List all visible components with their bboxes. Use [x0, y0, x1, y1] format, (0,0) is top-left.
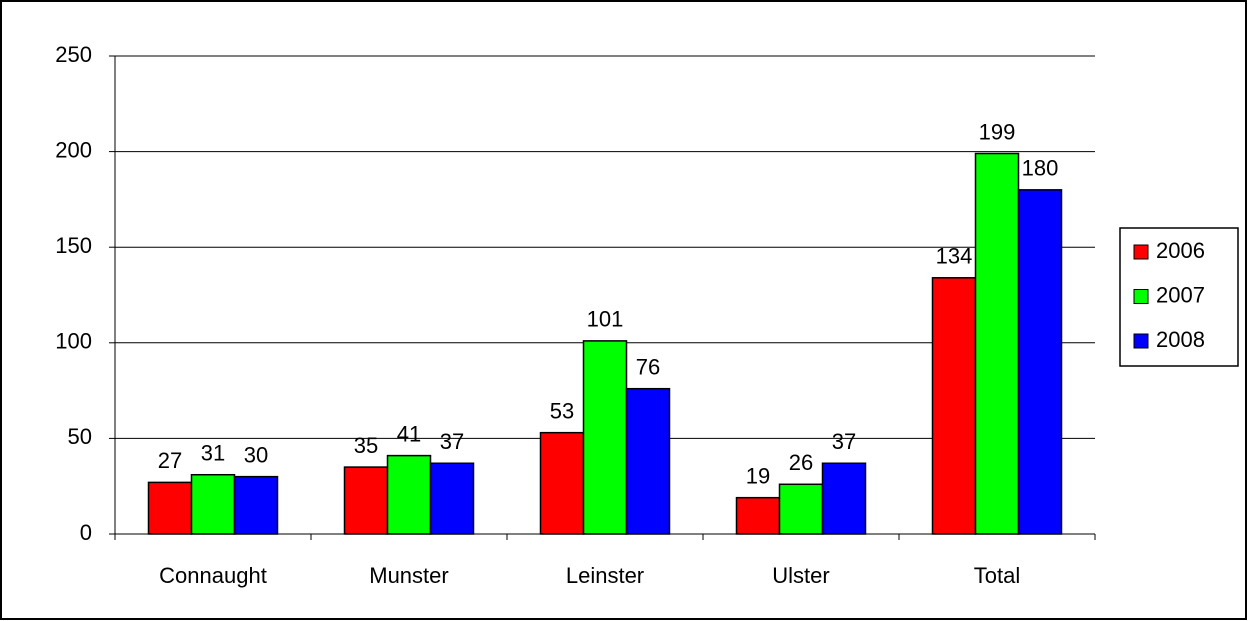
bar — [931, 277, 977, 535]
x-tick-label: Ulster — [772, 563, 829, 588]
data-label: 31 — [201, 441, 225, 466]
data-label: 19 — [746, 463, 770, 488]
y-tick-label: 0 — [80, 520, 92, 545]
data-label: 76 — [636, 355, 660, 380]
legend-swatch — [1133, 289, 1149, 304]
legend-label: 2008 — [1156, 327, 1205, 352]
bar — [582, 340, 628, 535]
bar — [386, 454, 432, 535]
bar — [233, 475, 279, 535]
bar — [778, 483, 824, 535]
data-label: 35 — [354, 433, 378, 458]
bar — [539, 431, 585, 535]
x-tick-label: Total — [974, 563, 1020, 588]
legend-swatch — [1133, 333, 1149, 349]
bar — [821, 462, 867, 535]
bar — [735, 496, 781, 535]
y-tick-label: 50 — [68, 424, 92, 449]
bar — [343, 466, 389, 535]
bar — [147, 481, 193, 535]
bar — [190, 473, 236, 535]
y-tick-label: 200 — [55, 137, 92, 162]
data-label: 199 — [979, 119, 1016, 144]
bar — [625, 387, 671, 535]
data-label: 37 — [440, 429, 464, 454]
data-label: 27 — [158, 448, 182, 473]
legend-label: 2006 — [1156, 238, 1205, 263]
bar — [429, 462, 475, 535]
bar — [974, 152, 1020, 535]
data-label: 37 — [832, 429, 856, 454]
y-tick-label: 150 — [55, 233, 92, 258]
y-tick-label: 250 — [55, 42, 92, 67]
x-tick-label: Munster — [369, 563, 448, 588]
data-label: 41 — [397, 421, 421, 446]
bar — [1017, 189, 1063, 535]
data-label: 53 — [550, 398, 574, 423]
data-label: 30 — [244, 442, 268, 467]
y-tick-label: 100 — [55, 329, 92, 354]
data-label: 134 — [936, 244, 973, 269]
legend-swatch — [1133, 244, 1149, 260]
data-label: 26 — [789, 450, 813, 475]
data-label: 101 — [587, 307, 624, 332]
data-label: 180 — [1022, 156, 1059, 181]
x-tick-label: Connaught — [159, 563, 267, 588]
legend-label: 2007 — [1156, 282, 1205, 307]
x-tick-label: Leinster — [566, 563, 644, 588]
